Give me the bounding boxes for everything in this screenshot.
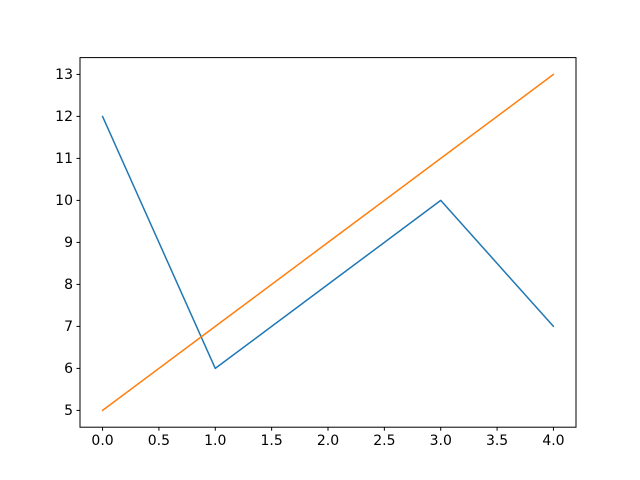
x-tick-label: 3.0: [430, 433, 452, 449]
x-tick-label: 0.5: [148, 433, 170, 449]
y-tick-label: 5: [64, 403, 73, 419]
x-tick-label: 2.5: [373, 433, 395, 449]
x-tick-label: 1.0: [204, 433, 226, 449]
y-tick-label: 6: [64, 361, 73, 377]
series-blue-line: [101, 115, 555, 370]
series-orange-line: [101, 73, 555, 412]
y-tick-label: 7: [64, 319, 73, 335]
y-tick-label: 13: [55, 67, 73, 83]
y-tick-label: 8: [64, 277, 73, 293]
y-tick-label: 9: [64, 235, 73, 251]
x-tick-label: 0.0: [91, 433, 113, 449]
y-tick-label: 12: [55, 109, 73, 125]
y-tick-label: 10: [55, 193, 73, 209]
x-tick-label: 2.0: [317, 433, 339, 449]
x-tick-label: 4.0: [542, 433, 564, 449]
y-tick-label: 11: [55, 151, 73, 167]
x-tick-label: 1.5: [261, 433, 283, 449]
x-tick-label: 3.5: [486, 433, 508, 449]
